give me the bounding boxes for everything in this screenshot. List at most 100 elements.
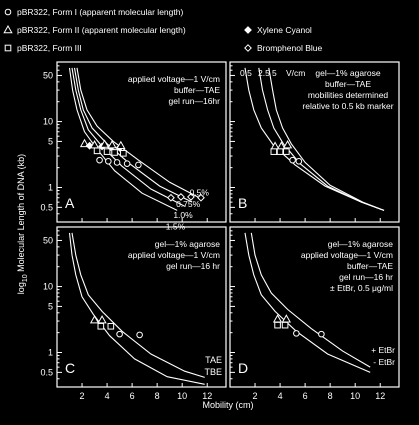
panel-b-voltage-label: 5: [272, 68, 277, 78]
panel-a-marker-triangle: [79, 138, 90, 148]
panel-a-marker-square: [111, 149, 118, 156]
panel-a-series-label: 0.75%: [176, 199, 201, 209]
y-tick-label: 0.5: [40, 202, 53, 212]
panel-a-note: buffer—TAE: [174, 85, 220, 95]
x-tick-label: 4: [105, 391, 110, 401]
panel-a-marker-square: [103, 148, 111, 155]
panel-a-series-line: [76, 67, 202, 200]
legend-marker-circle: [4, 8, 12, 16]
x-tick-label: 6: [303, 391, 308, 401]
panel-b-voltage-label: 0.5: [240, 68, 252, 78]
legend-label: pBR322, Form I (apparent molecular lengt…: [17, 7, 183, 17]
panel-b-marker-square: [270, 148, 278, 155]
x-tick-label: 8: [328, 391, 333, 401]
x-tick-label: 10: [177, 391, 187, 401]
panel-c-marker-triangle: [97, 315, 107, 324]
y-tick-label: 5: [48, 301, 53, 311]
panel-b-series-line: [268, 67, 385, 211]
panel-a-marker-circle: [113, 159, 121, 166]
panel-d-frame: [229, 226, 400, 388]
legend-marker-diamond-open: [244, 44, 252, 52]
panel-c-marker-triangle: [89, 315, 100, 324]
x-tick-label: 2: [80, 391, 85, 401]
panel-c-series-label: TAE: [205, 355, 222, 365]
panel-d-marker-circle: [318, 330, 325, 338]
y-tick-label: 50: [43, 235, 53, 245]
panel-a-series-label: 0.5%: [190, 188, 210, 198]
legend-label: Bromphenol Blue: [257, 43, 322, 53]
panel-a-note: gel run—16hr: [168, 96, 220, 106]
panel-a-series-line: [71, 67, 185, 207]
y-tick-label: 5: [48, 136, 53, 146]
panel-a-marker-triangle: [116, 140, 126, 150]
x-tick-label: 6: [130, 391, 135, 401]
panel-c-series-line: [71, 232, 205, 378]
panel-b-letter: B: [238, 195, 247, 211]
panel-b-frame: [229, 61, 400, 223]
panel-a-series-line: [73, 67, 193, 203]
panel-a-marker-circle: [105, 157, 112, 165]
panel-b-marker-triangle: [282, 140, 293, 149]
panel-a-series-label: 1.0%: [173, 210, 193, 220]
legend-label: pBR322, Form II (apparent molecular leng…: [17, 25, 186, 35]
panel-a-marker-triangle: [99, 139, 110, 148]
legend-label: Xylene Cyanol: [257, 25, 312, 35]
panel-d-series-line: [250, 232, 371, 368]
legend-marker-triangle: [3, 24, 13, 34]
x-tick-label: 2: [253, 391, 258, 401]
panel-b-marker-square: [276, 148, 284, 155]
y-tick-label: 1: [48, 183, 53, 193]
panel-c-note: gel run—16 hr: [166, 261, 220, 271]
panel-a-marker-square: [93, 147, 101, 155]
y-tick-label: 50: [43, 70, 53, 80]
panel-a-marker-circle: [123, 160, 131, 167]
panel-c-marker-square: [97, 322, 105, 330]
panel-d-letter: D: [238, 360, 248, 376]
panel-b-voltage-label: 2.5: [258, 68, 270, 78]
panel-b-marker-circle: [295, 157, 303, 165]
panel-c-series-label: TBE: [204, 367, 222, 377]
panel-a-marker-diamond-open: [187, 193, 195, 201]
panel-a-marker-diamond-open: [167, 193, 175, 202]
panel-c-marker-circle: [136, 331, 143, 339]
panel-c-marker-square: [107, 322, 115, 330]
y-axis-title: log10 Molecular Length of DNA (kb): [16, 154, 29, 294]
x-tick-label: 12: [375, 391, 385, 401]
x-tick-label: 12: [202, 391, 212, 401]
y-tick-label: 10: [43, 117, 53, 127]
panel-b-series-line: [258, 67, 385, 211]
panel-a-marker-square: [120, 150, 127, 157]
panel-b-voltage-label: V/cm: [286, 68, 305, 78]
legend-label: pBR322, Form III: [17, 43, 82, 53]
panel-d-series-label: + EtBr: [371, 345, 395, 355]
panel-a-marker-diamond-open: [177, 193, 185, 201]
panel-a-marker-triangle: [107, 140, 117, 149]
panel-b-note: gel—1% agarose: [315, 68, 380, 78]
panel-d-series-label: - EtBr: [373, 357, 395, 367]
y-tick-label: 10: [43, 282, 53, 292]
panel-d-marker-square: [281, 321, 289, 329]
panel-d-note: gel—1% agarose: [328, 239, 393, 249]
panel-a-note: applied voltage—1 V/cm: [128, 74, 220, 84]
legend-marker-diamond-filled: [244, 26, 252, 34]
x-axis-title: Mobility (cm): [203, 400, 254, 410]
x-tick-label: 8: [155, 391, 160, 401]
panel-b-note: mobilities determined: [308, 90, 389, 100]
panel-b-marker-circle: [289, 156, 296, 164]
panel-b-note: relative to 0.5 kb marker: [302, 101, 393, 111]
panel-c-marker-circle: [116, 330, 123, 338]
panel-d-marker-triangle: [281, 314, 291, 323]
panel-a-series-line: [68, 67, 178, 211]
y-tick-label: 0.5: [40, 367, 53, 377]
panel-b-note: buffer—TAE: [325, 79, 371, 89]
panel-b-marker-square: [283, 148, 290, 155]
panel-c-letter: C: [65, 360, 75, 376]
panel-c-frame: [56, 226, 227, 388]
panel-d-marker-circle: [293, 330, 300, 337]
y-tick-label: 1: [48, 348, 53, 358]
panel-d-series-line: [244, 232, 371, 373]
panel-a-marker-circle: [135, 161, 142, 169]
x-tick-label: 10: [350, 391, 360, 401]
panel-a-letter: A: [65, 195, 75, 211]
